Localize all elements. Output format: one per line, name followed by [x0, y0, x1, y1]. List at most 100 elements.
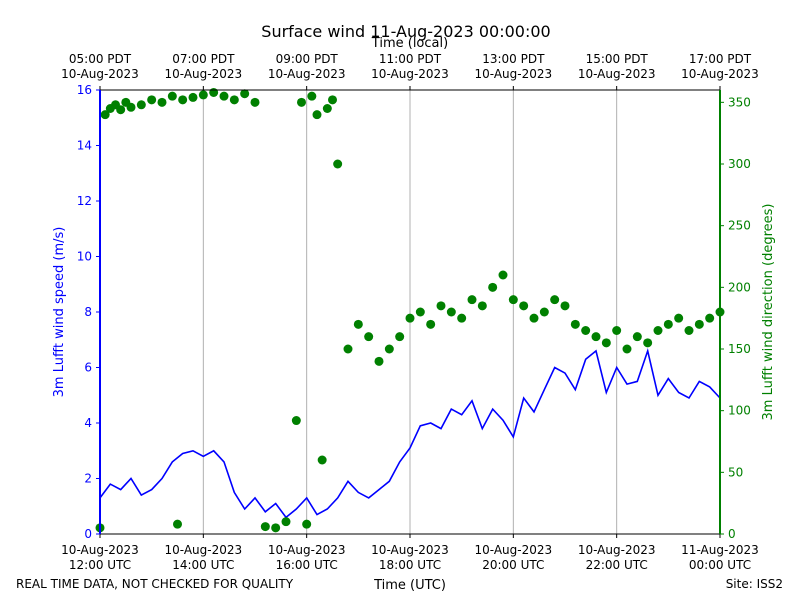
direction-point	[167, 91, 177, 101]
direction-point	[240, 89, 250, 99]
direction-point	[405, 313, 415, 323]
top-tick-label: 09:00 PDT	[276, 52, 339, 66]
top-tick-label: 15:00 PDT	[586, 52, 649, 66]
direction-point	[328, 95, 337, 105]
top-tick-label: 10-Aug-2023	[578, 67, 656, 81]
direction-point	[353, 319, 363, 329]
bottom-tick-label: 10-Aug-2023	[371, 543, 449, 557]
top-tick-label: 10-Aug-2023	[681, 67, 759, 81]
direction-point	[307, 91, 317, 101]
right-tick-label: 150	[728, 342, 751, 356]
bottom-tick-label: 12:00 UTC	[69, 558, 131, 572]
left-tick-label: 14	[77, 139, 92, 153]
direction-point	[539, 307, 549, 317]
right-tick-label: 100	[728, 404, 751, 418]
direction-point	[281, 517, 291, 527]
direction-point	[260, 522, 270, 532]
direction-point	[581, 326, 591, 335]
direction-point	[684, 326, 694, 335]
direction-point	[322, 104, 332, 113]
direction-point	[632, 332, 642, 342]
vertical-grid	[202, 90, 618, 534]
direction-point	[446, 307, 456, 317]
direction-point	[173, 519, 182, 529]
bottom-tick-label: 16:00 UTC	[276, 558, 338, 572]
bottom-tick-label: 10-Aug-2023	[475, 543, 553, 557]
bottom-tick-label: 22:00 UTC	[586, 558, 648, 572]
bottom-tick-label: 11-Aug-2023	[681, 543, 759, 557]
bottom-tick-label: 18:00 UTC	[379, 558, 441, 572]
direction-point	[364, 332, 374, 342]
direction-point	[488, 282, 498, 292]
direction-point	[519, 301, 529, 311]
left-tick-label: 0	[84, 527, 92, 541]
site-label: Site: ISS2	[726, 577, 783, 591]
direction-point	[415, 307, 425, 317]
direction-point	[297, 97, 306, 107]
direction-point	[601, 338, 611, 348]
direction-point	[116, 105, 126, 115]
top-tick-label: 17:00 PDT	[689, 52, 752, 66]
direction-point	[436, 301, 446, 311]
direction-point	[560, 301, 570, 311]
chart-title: Surface wind 11-Aug-2023 00:00:00	[261, 22, 550, 41]
direction-point	[395, 332, 405, 342]
right-tick-label: 0	[728, 527, 736, 541]
right-axis-label: 3m Lufft wind direction (degrees)	[761, 204, 776, 421]
direction-point	[457, 313, 467, 323]
direction-point	[374, 356, 384, 366]
left-tick-label: 6	[84, 361, 92, 375]
direction-point	[477, 301, 487, 311]
direction-point	[198, 90, 208, 100]
direction-point	[291, 416, 301, 426]
direction-point	[317, 455, 327, 465]
left-tick-label: 16	[77, 83, 92, 97]
direction-point	[333, 159, 343, 169]
top-tick-label: 10-Aug-2023	[165, 67, 243, 81]
direction-point	[136, 100, 146, 110]
top-tick-label: 05:00 PDT	[69, 52, 132, 66]
direction-point	[209, 87, 219, 97]
direction-point	[622, 344, 632, 354]
direction-point	[591, 332, 601, 342]
direction-point	[188, 92, 198, 102]
left-axis-ticks: 0 2 4 6 8 10 12 14 16	[77, 83, 100, 541]
left-tick-label: 8	[84, 305, 92, 319]
right-tick-label: 200	[728, 280, 751, 294]
left-tick-label: 12	[77, 194, 92, 208]
bottom-tick-label: 20:00 UTC	[482, 558, 544, 572]
left-tick-label: 10	[77, 250, 92, 264]
direction-point	[705, 313, 715, 323]
direction-point	[312, 110, 322, 120]
left-tick-label: 4	[84, 416, 92, 430]
right-tick-label: 250	[728, 219, 751, 233]
direction-point	[426, 319, 436, 329]
bottom-tick-label: 00:00 UTC	[689, 558, 751, 572]
direction-point	[126, 102, 136, 112]
wind-speed-line	[99, 347, 721, 519]
bottom-tick-label: 10-Aug-2023	[61, 543, 139, 557]
direction-point	[271, 523, 281, 533]
direction-point	[467, 295, 477, 305]
bottom-tick-label: 14:00 UTC	[172, 558, 234, 572]
right-tick-label: 300	[728, 157, 751, 171]
direction-point	[508, 295, 518, 305]
x-axis-label: Time (UTC)	[373, 578, 446, 593]
bottom-tick-label: 10-Aug-2023	[578, 543, 656, 557]
direction-point	[157, 97, 167, 107]
direction-point	[178, 95, 188, 105]
direction-point	[498, 270, 508, 280]
direction-point	[529, 313, 539, 323]
quality-disclaimer: REAL TIME DATA, NOT CHECKED FOR QUALITY	[16, 577, 294, 591]
direction-point	[229, 95, 239, 105]
top-tick-label: 10-Aug-2023	[475, 67, 553, 81]
top-tick-label: 13:00 PDT	[482, 52, 545, 66]
direction-point	[570, 319, 580, 329]
direction-point	[674, 313, 684, 323]
direction-point	[384, 344, 394, 354]
direction-point	[663, 319, 673, 329]
top-axis-label: Time (local)	[371, 36, 448, 51]
